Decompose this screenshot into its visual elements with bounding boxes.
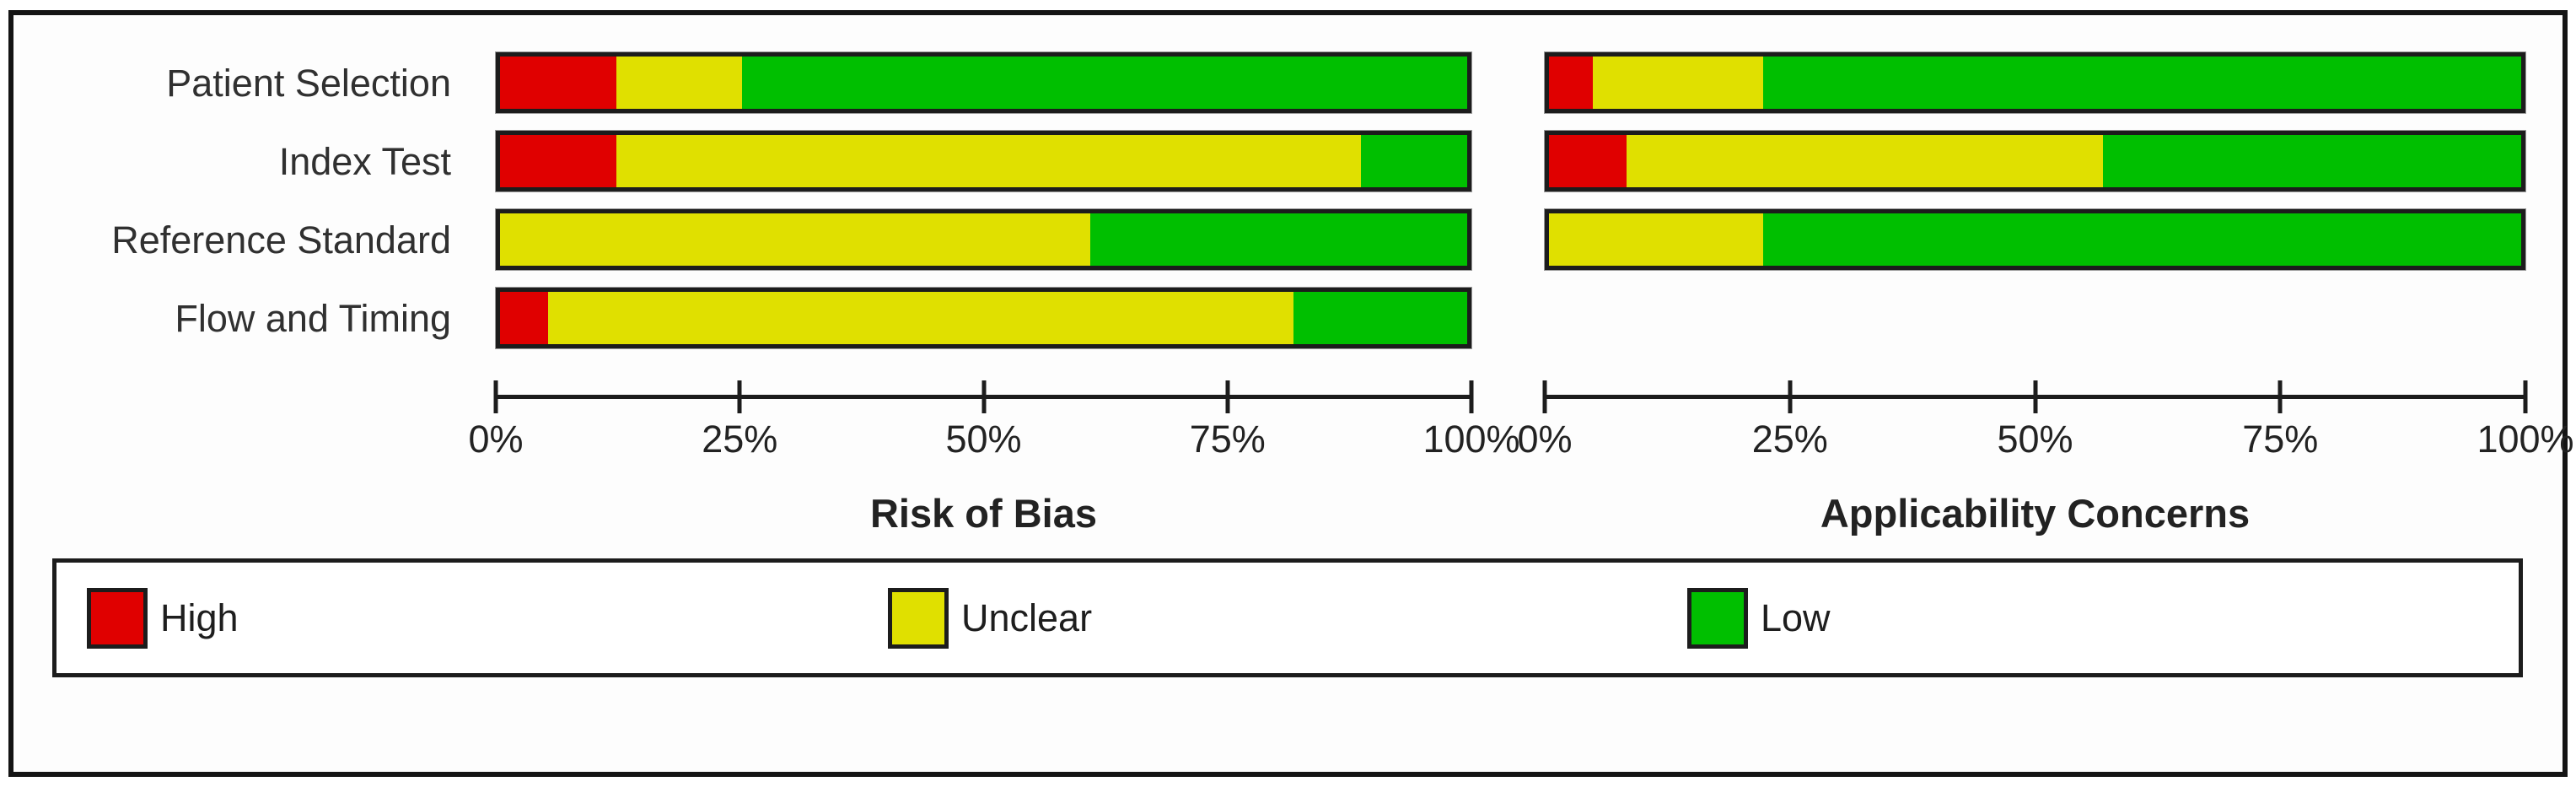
applicability-concerns-axis: 0% 25% 50% 75% 100%	[1517, 380, 2574, 473]
segment-low	[1293, 292, 1467, 344]
segment-high	[1549, 135, 1627, 187]
axis-tick-50-	[981, 380, 986, 413]
axis-tick-100-	[1469, 380, 1474, 413]
legend-item-low: Low	[1687, 563, 1831, 673]
axis-tick-25-	[737, 380, 742, 413]
applicability-concerns-bars	[1545, 52, 2525, 270]
segment-unclear	[1627, 135, 2104, 187]
legend-label-unclear: Unclear	[961, 596, 1093, 639]
segment-high	[500, 135, 616, 187]
axis-tick-label-75-: 75%	[2242, 418, 2319, 461]
risk-of-bias-axis: 0% 25% 50% 75% 100%	[468, 380, 1520, 473]
segment-unclear	[616, 135, 1361, 187]
risk-of-bias-bar-patient-selection	[496, 52, 1471, 113]
risk-of-bias-bar-index-test	[496, 131, 1471, 191]
axis-tick-label-50-: 50%	[1997, 418, 2073, 461]
segment-low	[741, 57, 1467, 109]
row-label-index-test: Index Test	[278, 139, 451, 183]
applicability-concerns-bar-reference-standard	[1545, 209, 2525, 270]
risk-of-bias-bar-reference-standard	[496, 209, 1471, 270]
segment-low	[1360, 135, 1467, 187]
axis-tick-75-	[2278, 380, 2283, 413]
segment-unclear	[548, 292, 1293, 344]
segment-high	[500, 292, 549, 344]
legend-label-low: Low	[1761, 596, 1831, 639]
axis-tick-label-0-: 0%	[1517, 418, 1573, 461]
segment-high	[1549, 57, 1593, 109]
axis-tick-label-25-: 25%	[1751, 418, 1828, 461]
applicability-concerns-bar-index-test	[1545, 131, 2525, 191]
low-risk-swatch	[1687, 587, 1748, 649]
segment-high	[500, 57, 616, 109]
axis-tick-label-50-: 50%	[945, 418, 1022, 461]
risk-of-bias-bar-flow-and-timing	[496, 288, 1471, 348]
axis-tick-label-100-: 100%	[1422, 418, 1520, 461]
segment-low	[1089, 213, 1467, 266]
unclear-risk-swatch	[888, 587, 949, 649]
axis-tick-label-25-: 25%	[702, 418, 778, 461]
row-label-patient-selection: Patient Selection	[166, 61, 451, 105]
row-label-reference-standard: Reference Standard	[111, 218, 451, 261]
axis-tick-label-75-: 75%	[1189, 418, 1266, 461]
segment-unclear	[500, 213, 1090, 266]
segment-unclear	[1592, 57, 1763, 109]
applicability-concerns-bar-patient-selection	[1545, 52, 2525, 113]
domain-row-labels: Patient Selection Index Test Reference Sta…	[0, 52, 451, 348]
high-risk-swatch	[87, 587, 148, 649]
segment-low	[1762, 213, 2521, 266]
axis-tick-100-	[2523, 380, 2528, 413]
segment-low	[1762, 57, 2522, 109]
axis-tick-label-100-: 100%	[2477, 418, 2574, 461]
legend-box: High Unclear Low	[52, 558, 2523, 677]
legend-item-unclear: Unclear	[888, 563, 1092, 673]
row-label-flow-and-timing: Flow and Timing	[175, 296, 451, 340]
segment-unclear	[616, 57, 742, 109]
risk-of-bias-bars	[496, 52, 1471, 348]
legend-label-high: High	[160, 596, 239, 639]
segment-low	[2103, 135, 2521, 187]
axis-tick-50-	[2033, 380, 2037, 413]
axis-tick-0-	[1542, 380, 1547, 413]
applicability-concerns-title: Applicability Concerns	[1820, 491, 2251, 536]
axis-tick-75-	[1225, 380, 1230, 413]
axis-tick-25-	[1788, 380, 1793, 413]
risk-of-bias-title: Risk of Bias	[869, 491, 1098, 536]
legend-item-high: High	[87, 563, 239, 673]
axis-tick-0-	[493, 380, 498, 413]
axis-tick-label-0-: 0%	[468, 418, 524, 461]
segment-unclear	[1549, 213, 1763, 266]
